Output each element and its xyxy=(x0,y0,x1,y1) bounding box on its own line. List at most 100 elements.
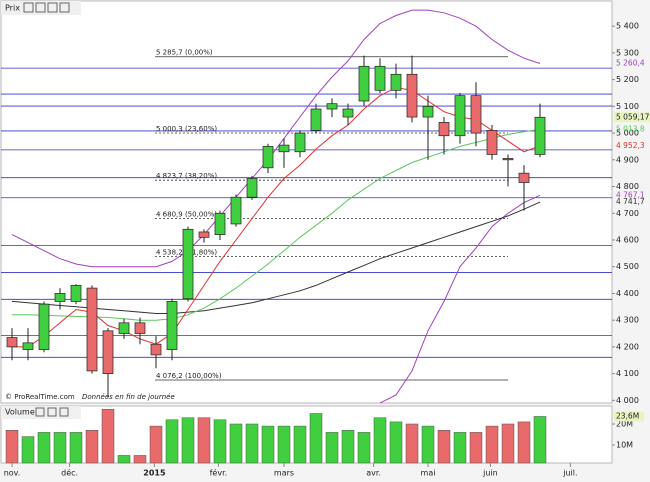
indicator-line xyxy=(12,128,541,321)
volume-bar xyxy=(469,432,483,464)
y-tick-label: 4 000 xyxy=(616,396,639,405)
fib-label: 4 076,2 (100,00%) xyxy=(156,372,222,380)
end-label: 4 741,7 xyxy=(616,197,645,206)
volume-bar xyxy=(405,423,419,464)
note: Données en fin de journée xyxy=(82,393,175,401)
candle-body xyxy=(230,196,242,225)
candle-body xyxy=(470,95,482,134)
fib-label: 4 680,9 (50,00%) xyxy=(156,210,217,218)
candle-body xyxy=(102,330,114,374)
volume-bar xyxy=(501,423,515,464)
candle-body xyxy=(310,108,322,131)
volume-bar xyxy=(309,413,323,464)
y-tick-label: 10M xyxy=(616,440,633,449)
tool-icon[interactable] xyxy=(23,2,34,13)
volume-bar xyxy=(37,432,51,464)
y-tick-label: 5 400 xyxy=(616,22,639,31)
candle-body xyxy=(246,178,258,198)
candle-body xyxy=(454,95,466,137)
volume-bar xyxy=(229,423,243,464)
volume-bar xyxy=(165,419,179,464)
candle-body xyxy=(406,73,418,118)
y-tick-label: 4 300 xyxy=(616,316,639,325)
y-tick-label: 4 200 xyxy=(616,342,639,351)
candle-body xyxy=(22,342,34,350)
volume-bar xyxy=(5,430,19,464)
volume-bar xyxy=(213,419,227,464)
candle-body xyxy=(342,108,354,118)
end-label: 4 952,3 xyxy=(616,141,645,150)
x-tick-label: 2015 xyxy=(143,469,166,478)
end-label: 5 013,8 xyxy=(616,124,645,133)
y-tick-label: 4 100 xyxy=(616,369,639,378)
volume-label-box xyxy=(614,411,644,422)
candle-body xyxy=(326,103,338,110)
tool-icon[interactable] xyxy=(35,2,46,13)
volume-bar xyxy=(133,455,147,464)
fib-label: 5 000,3 (23,60%) xyxy=(156,125,217,133)
fib-label: 4 823,7 (38,20%) xyxy=(156,172,217,180)
y-tick-label: 4 400 xyxy=(616,289,639,298)
y-tick-label: 5 200 xyxy=(616,75,639,84)
candle-body xyxy=(86,287,98,372)
volume-bar xyxy=(53,432,67,464)
x-tick-label: mai xyxy=(421,469,436,478)
x-tick-label: févr. xyxy=(210,468,228,478)
close-label-box xyxy=(614,112,650,123)
volume-bar xyxy=(341,430,355,464)
x-tick-label: juil. xyxy=(562,469,577,478)
y-tick-label: 5 100 xyxy=(616,102,639,111)
candle-body xyxy=(438,122,450,137)
volume-bar xyxy=(485,425,499,464)
volume-bar xyxy=(21,436,35,464)
candle-body xyxy=(358,65,370,102)
candle-body xyxy=(214,212,226,235)
volume-bar xyxy=(245,423,259,464)
x-tick-label: déc. xyxy=(61,468,78,478)
volume-bar xyxy=(437,430,451,464)
y-tick-label: 4 600 xyxy=(616,235,639,244)
y-tick-label: 5 300 xyxy=(616,48,639,57)
indicator-line xyxy=(11,201,541,314)
y-tick-label: 4 700 xyxy=(616,209,639,218)
volume-bar xyxy=(373,417,387,464)
end-label: 4 767,1 xyxy=(616,190,645,199)
x-tick-label: nov. xyxy=(4,469,21,478)
candle-body xyxy=(518,172,530,183)
candle-body xyxy=(294,132,306,153)
volume-bar xyxy=(117,455,131,464)
tool-icon[interactable] xyxy=(35,407,45,417)
volume-bar xyxy=(149,425,163,464)
volume-end-label: 23,6M xyxy=(616,411,639,420)
tool-icon[interactable] xyxy=(47,407,57,417)
price-plot: 5 285,7 (0,00%) 5 000,3 (23,60%) 4 823,7 (… xyxy=(1,9,612,403)
volume-bar xyxy=(421,425,435,464)
indicator-line xyxy=(379,194,541,403)
volume-bar xyxy=(357,432,371,464)
y-tick-label: 5 000 xyxy=(616,129,639,138)
tool-icon[interactable] xyxy=(59,2,70,13)
volume-bar xyxy=(293,425,307,464)
x-tick-label: mars xyxy=(274,469,294,478)
candle-body xyxy=(118,322,130,334)
close-label: 5 059,17 xyxy=(616,112,650,121)
candle-body xyxy=(534,116,546,155)
candle-body xyxy=(278,144,290,153)
x-tick-label: juin xyxy=(482,469,498,478)
candle-body xyxy=(390,73,402,91)
volume-bar xyxy=(197,417,211,464)
volume-bar xyxy=(533,416,547,464)
y-tick-label: 4 800 xyxy=(616,182,639,191)
volume-bar xyxy=(453,432,467,464)
x-tick-label: avr. xyxy=(366,469,381,478)
volume-bar xyxy=(325,432,339,464)
tool-icon[interactable] xyxy=(59,407,69,417)
candle-body xyxy=(70,285,82,302)
volume-bar xyxy=(261,425,275,464)
end-label: 5 260,4 xyxy=(616,58,645,67)
candle-body xyxy=(374,65,386,91)
tool-icon[interactable] xyxy=(47,2,58,13)
volume-bar xyxy=(85,430,99,464)
candle-body xyxy=(134,322,146,334)
